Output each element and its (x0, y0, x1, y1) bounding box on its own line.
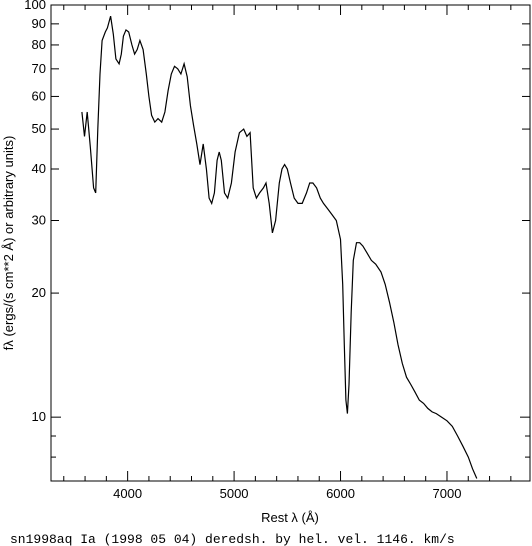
y-tick-label: 80 (32, 37, 46, 52)
y-tick-label: 40 (32, 161, 46, 176)
x-tick-label: 6000 (326, 486, 355, 501)
chart-caption: sn1998aq Ia (1998 05 04) deredsh. by hel… (10, 532, 455, 546)
spectrum-line (81, 15, 478, 479)
y-tick-label: 60 (32, 88, 46, 103)
y-tick-label: 90 (32, 16, 46, 31)
y-tick-label: 50 (32, 121, 46, 136)
y-tick-label: 10 (32, 409, 46, 424)
y-tick-label: 100 (24, 0, 46, 12)
x-tick-label: 5000 (220, 486, 249, 501)
y-axis-title: fλ (ergs/(s cm**2 Å) or arbitrary units) (1, 136, 16, 351)
y-tick-label: 20 (32, 285, 46, 300)
y-tick-label: 30 (32, 213, 46, 228)
x-axis-title: Rest λ (Å) (261, 510, 319, 525)
x-axis: 4000 5000 6000 7000 (63, 5, 512, 501)
plot-frame (50, 4, 531, 482)
x-tick-label: 4000 (113, 486, 142, 501)
x-tick-label: 7000 (433, 486, 462, 501)
y-axis: 10 20 30 40 50 60 70 80 90 100 (24, 0, 530, 458)
y-tick-label: 70 (32, 61, 46, 76)
